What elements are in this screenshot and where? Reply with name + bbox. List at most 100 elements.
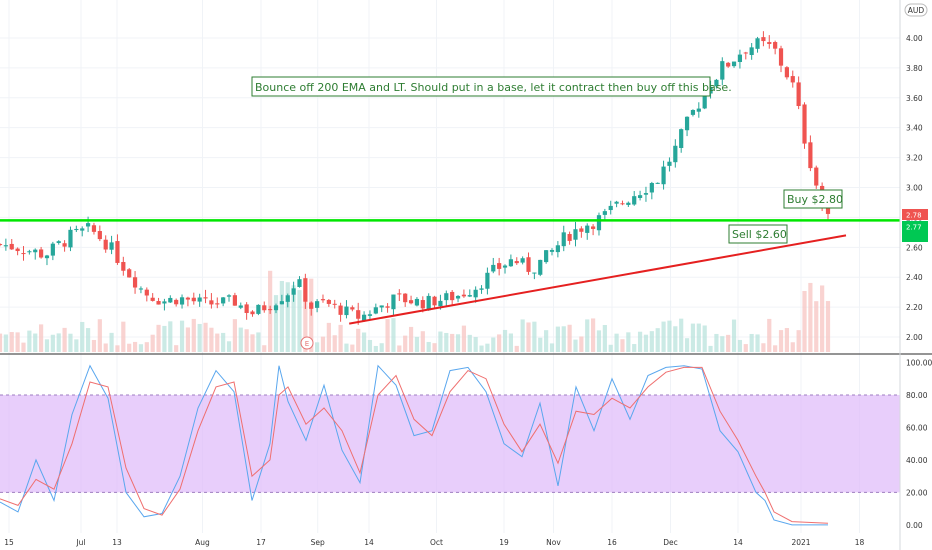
candle-body: [103, 239, 108, 250]
volume-bar: [820, 285, 825, 352]
time-tick-label: 14: [733, 538, 743, 547]
candle-body: [403, 293, 408, 303]
volume-bar: [138, 344, 144, 352]
candle-body: [420, 300, 425, 309]
candle-body: [773, 42, 778, 49]
candle-body: [796, 82, 801, 107]
volume-bar: [596, 330, 602, 352]
volume-bar: [168, 321, 173, 352]
candle-body: [191, 297, 196, 302]
price-tick-label: 3.60: [906, 94, 923, 103]
volume-bar: [185, 327, 191, 352]
candle-body: [661, 166, 666, 185]
candle-body: [461, 294, 467, 297]
volume-bar: [250, 334, 255, 352]
time-axis: 15 Jul 13 Aug 17 Sep 14 Oct 19 Nov 16 Dec 14 2021 18: [4, 538, 864, 547]
volume-bar: [326, 322, 331, 352]
volume-bar: [320, 336, 326, 352]
time-tick-label: 16: [607, 538, 617, 547]
candle-body: [326, 299, 331, 304]
candle-body: [479, 288, 484, 290]
candle-body: [467, 295, 472, 297]
volume-bar: [684, 338, 690, 352]
time-tick-label: 19: [499, 538, 509, 547]
candle-body: [315, 301, 320, 308]
candle-body: [549, 249, 555, 252]
candle-body: [262, 305, 267, 311]
trendline-red[interactable]: [349, 234, 847, 325]
time-tick-label: 2021: [791, 538, 810, 547]
candle-body: [702, 91, 707, 109]
price-tick-label: 2.00: [906, 333, 923, 342]
volume-bar: [602, 324, 607, 352]
volume-bar: [585, 319, 590, 352]
volume-bar: [508, 333, 513, 352]
volume-bar: [62, 327, 67, 352]
volume-bar: [567, 324, 572, 352]
candle-body: [508, 259, 513, 267]
candle-body: [168, 297, 173, 303]
volume-bar: [262, 345, 267, 352]
candle-body: [737, 54, 743, 62]
candle-body: [608, 205, 613, 211]
candle-body: [573, 229, 578, 240]
currency-badge[interactable]: [904, 3, 928, 17]
price-badge-label: 2.77: [906, 224, 922, 232]
volume-bar: [467, 334, 472, 352]
volume-bar: [0, 333, 3, 352]
volume-bar: [197, 323, 202, 352]
volume-bar: [209, 327, 214, 352]
candle-body: [0, 244, 3, 246]
volume-bar: [444, 332, 449, 352]
candle-body: [97, 231, 102, 240]
volume-bar: [573, 339, 578, 352]
volume-bar: [39, 324, 44, 352]
volume-bar: [690, 323, 696, 352]
volume-bar: [450, 333, 455, 352]
volume-bar: [655, 328, 660, 352]
candle-body: [273, 305, 279, 311]
candle-body: [391, 294, 396, 310]
volume-bar: [68, 333, 73, 352]
price-tick-label: 2.20: [906, 303, 923, 312]
candle-body: [626, 202, 631, 205]
candle-body: [714, 79, 719, 87]
candle-body: [85, 223, 91, 227]
volume-bar: [614, 333, 619, 352]
time-tick-label: 13: [112, 538, 122, 547]
volume-bar: [737, 339, 743, 352]
candle-body: [121, 262, 126, 271]
annotation-buy-box[interactable]: [783, 189, 843, 209]
price-badge-box: [902, 221, 928, 232]
volume-bar: [784, 328, 789, 352]
time-tick-label: 15: [4, 538, 14, 547]
volume-bar: [814, 301, 819, 352]
annotation-main-box[interactable]: [251, 76, 711, 97]
candle-body: [244, 304, 249, 313]
candle-body: [162, 301, 167, 304]
candle-body: [555, 245, 560, 253]
earnings-marker[interactable]: [300, 336, 314, 350]
candle-body: [156, 301, 161, 305]
candle-body: [708, 86, 713, 94]
candle-body: [532, 272, 537, 274]
volume-bar: [473, 337, 478, 352]
candle-body: [755, 38, 760, 49]
candle-body: [144, 289, 149, 296]
candle-body: [720, 61, 725, 80]
candle-body: [221, 297, 226, 304]
volume-bar: [226, 341, 232, 352]
volume-bar: [620, 339, 625, 352]
volume-bar: [297, 290, 302, 352]
candle-body: [726, 62, 731, 67]
candle-body: [350, 307, 355, 310]
candle-body: [332, 303, 337, 305]
price-marker-block: [902, 232, 928, 242]
volume-bar: [291, 285, 296, 352]
volume-bar: [132, 341, 138, 352]
annotation-sell-box[interactable]: [728, 224, 788, 244]
volume-bar: [720, 336, 725, 352]
volume-bar: [285, 282, 290, 352]
volume-bar: [144, 342, 149, 352]
